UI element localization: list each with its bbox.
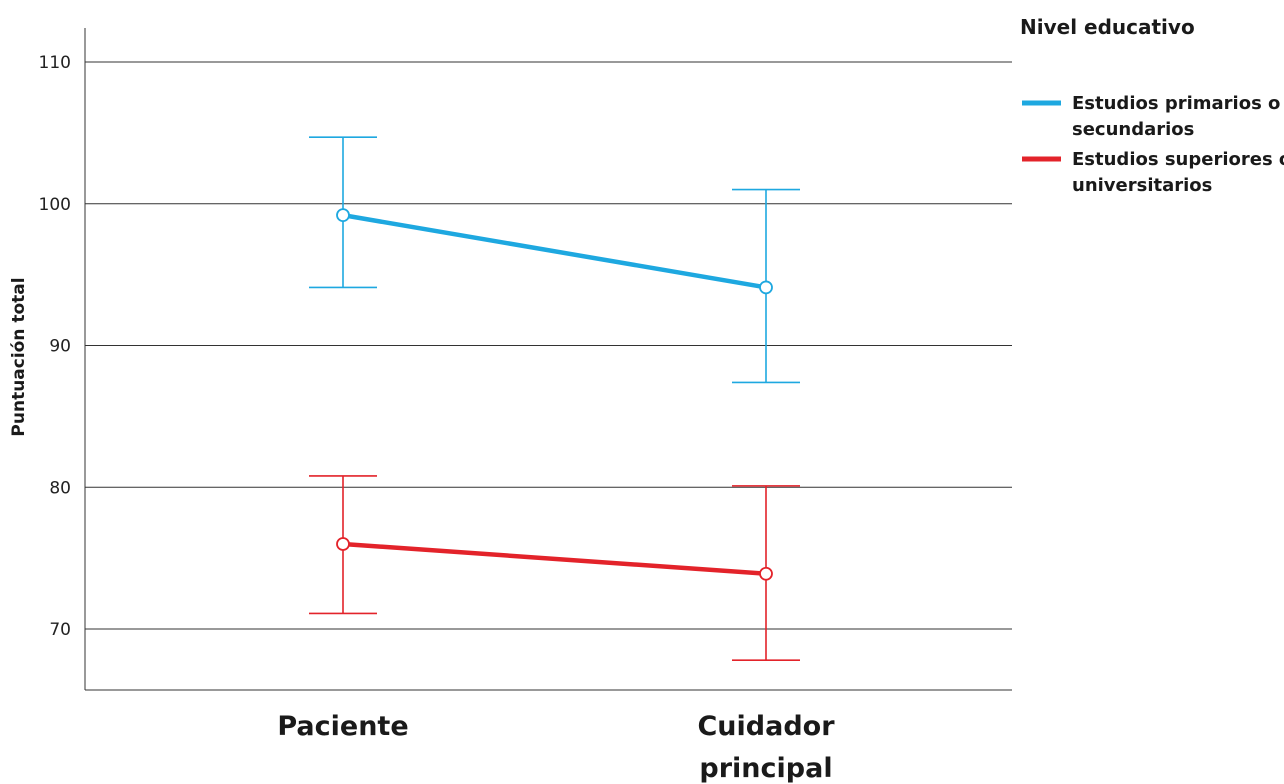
x-category-label: Cuidador (697, 711, 835, 742)
legend-title: Nivel educativo (1020, 15, 1195, 39)
y-axis-label: Puntuación total (9, 277, 29, 436)
series-line (340, 212, 769, 290)
legend: Nivel educativo Estudios primarios o secu… (1020, 15, 1284, 196)
y-tick-label: 70 (49, 620, 71, 640)
y-tick-label: 110 (39, 53, 71, 73)
y-tick-label: 90 (49, 337, 71, 357)
axes (84, 28, 1012, 691)
data-point (759, 280, 773, 295)
x-category-labels: Paciente Cuidador principal (277, 711, 835, 784)
y-tick-labels: 70 80 90 100 110 (39, 53, 71, 640)
series-group (309, 136, 800, 662)
y-tick-label: 80 (49, 478, 71, 498)
series-2 (309, 475, 800, 662)
legend-label: Estudios superiores o (1072, 149, 1284, 170)
x-category-label: principal (699, 753, 832, 784)
series-line (340, 541, 769, 577)
data-point (336, 208, 350, 223)
data-point (759, 566, 773, 581)
series-1 (309, 136, 800, 384)
y-tick-label: 100 (39, 195, 71, 215)
legend-label: universitarios (1072, 175, 1212, 196)
x-category-label: Paciente (277, 711, 408, 742)
gridlines (85, 61, 1012, 630)
legend-label: Estudios primarios o (1072, 93, 1280, 114)
data-point (336, 537, 350, 551)
legend-label: secundarios (1072, 119, 1194, 140)
